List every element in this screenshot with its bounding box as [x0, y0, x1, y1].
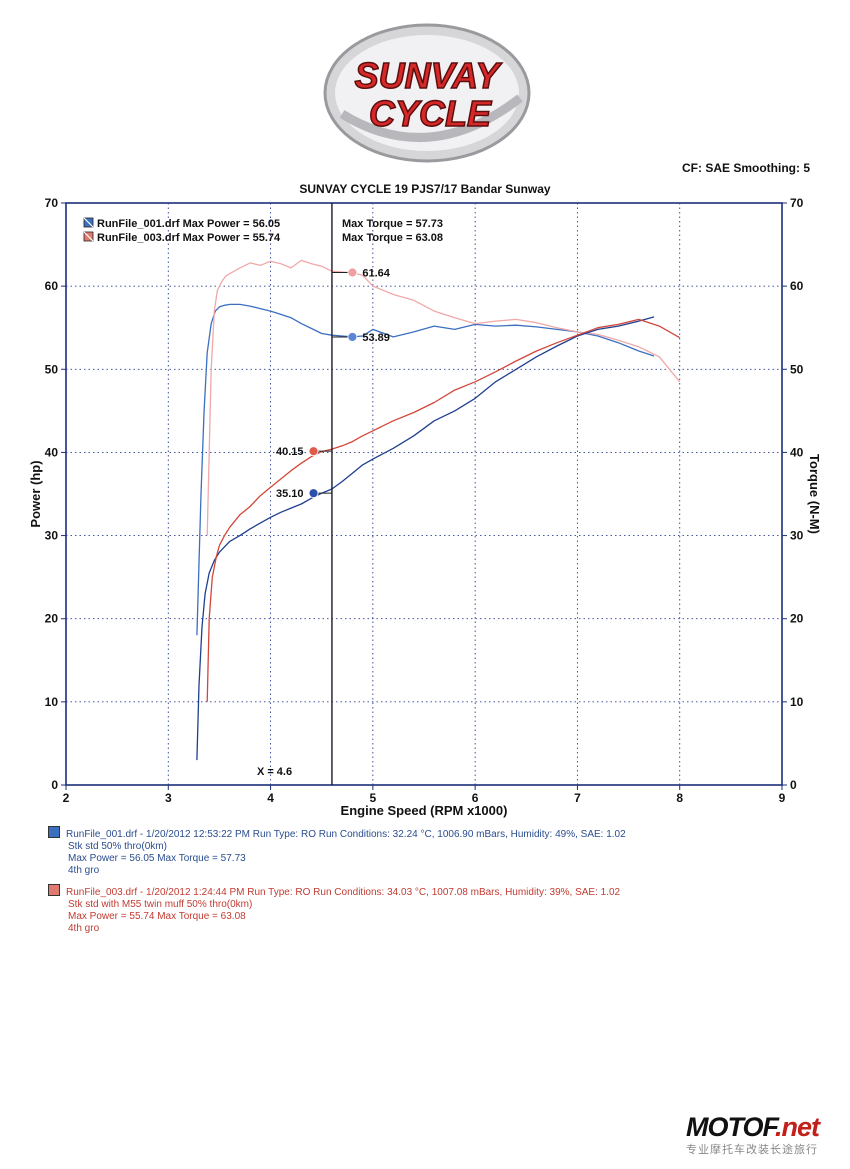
x-tick-9: 9 — [779, 791, 786, 805]
legend-box: RunFile_001.drf Max Power = 56.05 Max To… — [83, 217, 443, 244]
marker-label-3: 35.10 — [276, 488, 304, 500]
y2-tick-40: 40 — [790, 445, 804, 459]
cursor-label: X = 4.6 — [257, 766, 292, 778]
run-info-001-swatch — [48, 826, 60, 838]
run-info-001-line2: Stk std 50% thro(0km) — [68, 841, 167, 852]
y2-tick-0: 0 — [790, 778, 797, 792]
run-info-001: RunFile_001.drf - 1/20/2012 12:53:22 PM … — [48, 826, 626, 877]
right-axis-ticks: 0 10 20 30 40 50 60 70 — [782, 196, 804, 792]
marker-dot-0 — [347, 267, 358, 278]
logo-line-1: SUNVAY — [355, 55, 503, 96]
cf-smoothing-label: CF: SAE Smoothing: 5 — [682, 161, 810, 175]
marker-dot-1 — [347, 332, 358, 342]
run-info-001-line1: RunFile_001.drf - 1/20/2012 12:53:22 PM … — [66, 829, 626, 840]
legend-run3-torque: Max Torque = 63.08 — [342, 232, 443, 244]
y2-tick-30: 30 — [790, 529, 804, 543]
marker-label-0: 61.64 — [362, 268, 390, 280]
x-tick-8: 8 — [676, 791, 683, 805]
x-axis-ticks: 2 3 4 5 6 7 8 9 — [63, 785, 786, 805]
run-info-003: RunFile_003.drf - 1/20/2012 1:24:44 PM R… — [48, 884, 620, 935]
run-info-003-line3: Max Power = 55.74 Max Torque = 63.08 — [68, 911, 246, 922]
sunvay-cycle-logo: SUNVAY CYCLE — [323, 23, 531, 163]
left-axis-ticks: 0 10 20 30 40 50 60 70 — [45, 196, 66, 792]
watermark-brand: MOTOF — [686, 1112, 776, 1142]
run-info-003-line1: RunFile_003.drf - 1/20/2012 1:24:44 PM R… — [66, 887, 621, 898]
x-tick-6: 6 — [472, 791, 479, 805]
y-axis-label: Power (hp) — [28, 460, 43, 527]
y2-tick-60: 60 — [790, 279, 804, 293]
watermark-suffix: .net — [775, 1112, 820, 1142]
dyno-chart: 0 10 20 30 40 50 60 70 0 10 20 30 40 50 60 70 2 3 4 5 6 7 8 9… — [28, 196, 822, 818]
y-tick-30: 30 — [45, 529, 59, 543]
y-tick-70: 70 — [45, 196, 59, 210]
motof-watermark: MOTOF.net 专业摩托车改装长途旅行 — [686, 1112, 846, 1164]
cursor-markers: 61.64 53.89 40.15 35.10 — [276, 268, 391, 501]
marker-dot-2 — [308, 446, 319, 457]
x-axis-label: Engine Speed (RPM x1000) — [341, 803, 508, 818]
x-tick-5: 5 — [370, 791, 377, 805]
y-tick-0: 0 — [51, 778, 58, 792]
run-info-003-line2: Stk std with M55 twin muff 50% thro(0km) — [68, 899, 253, 910]
marker-dot-3 — [308, 488, 319, 499]
series-runfile003drf-torque-line — [206, 318, 681, 702]
y2-tick-50: 50 — [790, 362, 804, 376]
marker-label-2: 40.15 — [276, 446, 304, 458]
x-tick-3: 3 — [165, 791, 172, 805]
plot-area — [65, 202, 783, 786]
y2-tick-70: 70 — [790, 196, 804, 210]
logo-line-2: CYCLE — [369, 93, 492, 134]
run-info-001-line4: 4th gro — [68, 865, 100, 876]
x-tick-7: 7 — [574, 791, 581, 805]
series-runfile001drf-torque-line — [196, 316, 655, 761]
legend-run1-torque: Max Torque = 57.73 — [342, 218, 443, 230]
x-tick-4: 4 — [267, 791, 274, 805]
run-info-001-line3: Max Power = 56.05 Max Torque = 57.73 — [68, 853, 246, 864]
marker-label-1: 53.89 — [362, 332, 390, 344]
x-tick-2: 2 — [63, 791, 70, 805]
watermark-tagline: 专业摩托车改装长途旅行 — [686, 1144, 818, 1156]
legend-run3-power: RunFile_003.drf Max Power = 55.74 — [97, 232, 281, 244]
run-info-003-swatch — [48, 884, 60, 896]
y-tick-20: 20 — [45, 612, 59, 626]
y-tick-10: 10 — [45, 695, 59, 709]
run-info-003-line4: 4th gro — [68, 923, 100, 934]
legend-run1-power: RunFile_001.drf Max Power = 56.05 — [97, 218, 280, 230]
y2-axis-label: Torque (N-M) — [807, 454, 822, 534]
y-tick-50: 50 — [45, 362, 59, 376]
chart-title: SUNVAY CYCLE 19 PJS7/17 Bandar Sunway — [299, 182, 551, 196]
y-tick-40: 40 — [45, 445, 59, 459]
y-tick-60: 60 — [45, 279, 59, 293]
y2-tick-20: 20 — [790, 612, 804, 626]
y2-tick-10: 10 — [790, 695, 804, 709]
